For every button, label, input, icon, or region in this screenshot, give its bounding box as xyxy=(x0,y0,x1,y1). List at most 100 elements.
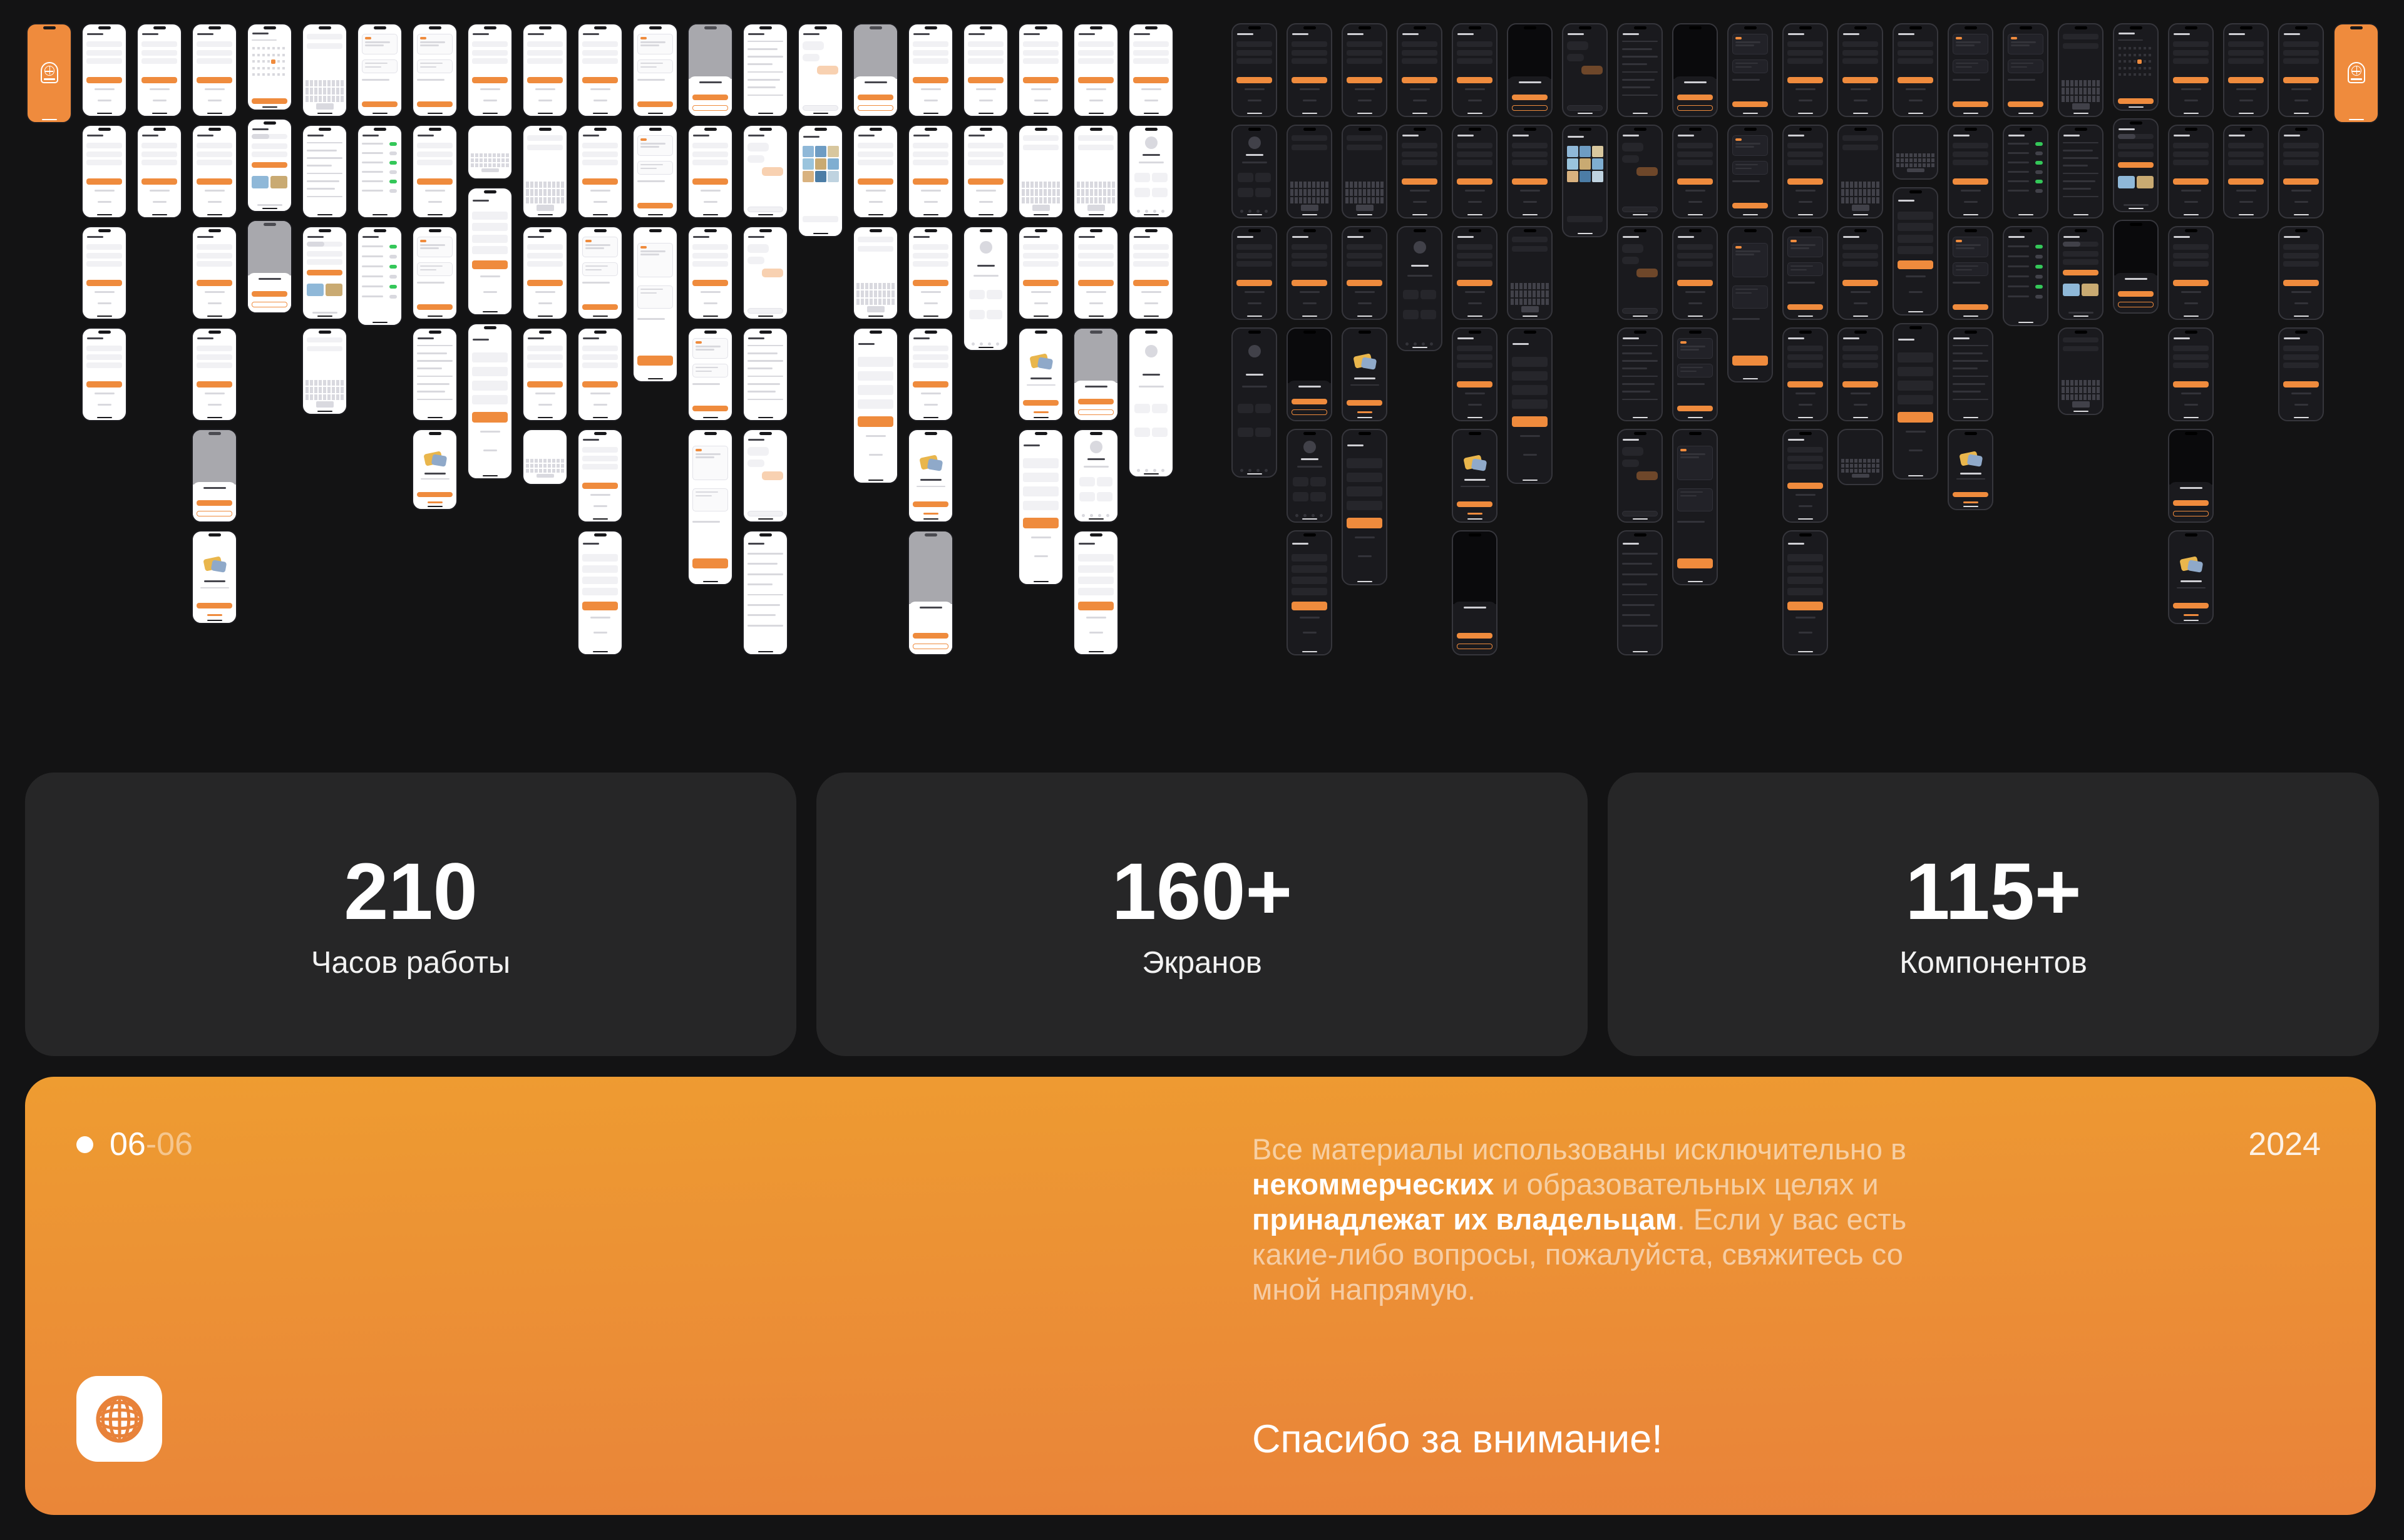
home-indicator xyxy=(1143,113,1159,114)
dynamic-island xyxy=(1909,190,1922,193)
phone-thumbnail-form xyxy=(963,23,1009,117)
phone-thumbnail-form xyxy=(1342,23,1387,117)
globe-button[interactable] xyxy=(76,1376,162,1462)
dynamic-island xyxy=(1144,331,1158,334)
phone-thumbnail-form xyxy=(81,125,127,218)
phone-thumbnail-chat xyxy=(1617,429,1663,523)
dynamic-island xyxy=(759,128,772,131)
phone-thumbnail-form xyxy=(1837,327,1883,421)
home-indicator xyxy=(1742,214,1758,215)
dynamic-island xyxy=(593,331,607,334)
dynamic-island xyxy=(869,128,882,131)
phone-thumbnail-form xyxy=(522,226,568,320)
phone-thumbnail-chat xyxy=(1617,226,1663,320)
disclaimer-segment: . Если у вас есть какие-либо вопросы, по… xyxy=(1252,1203,1907,1306)
home-indicator xyxy=(702,581,718,582)
dynamic-island xyxy=(1909,326,1922,329)
phone-thumbnail-form xyxy=(1018,429,1064,585)
dynamic-island xyxy=(1964,128,1977,131)
home-indicator xyxy=(372,214,388,215)
dynamic-island xyxy=(2184,26,2197,29)
phone-thumbnail-form xyxy=(1287,530,1332,655)
phone-thumbnail-filters xyxy=(2003,226,2048,326)
phone-thumbnail-keyboard xyxy=(1287,125,1332,218)
phone-thumbnail-form xyxy=(1452,226,1497,320)
dynamic-island xyxy=(1303,229,1316,232)
dynamic-island xyxy=(263,121,276,125)
phone-thumbnail-search xyxy=(2058,226,2104,320)
phone-thumbnail-ticket xyxy=(412,226,458,320)
home-indicator xyxy=(1908,311,1923,312)
dynamic-island xyxy=(593,533,607,536)
phone-thumbnail-chat xyxy=(1617,125,1663,218)
home-indicator xyxy=(537,316,553,317)
dynamic-island xyxy=(1468,229,1481,232)
home-indicator xyxy=(1687,316,1703,317)
dynamic-island xyxy=(1144,26,1158,29)
phone-thumbnail-list xyxy=(1617,530,1663,655)
phone-thumbnail-form xyxy=(81,23,127,117)
page-current: 06 xyxy=(110,1126,146,1163)
home-indicator xyxy=(592,651,608,652)
disclaimer-segment: Все материалы использованы исключительно… xyxy=(1252,1132,1906,1166)
home-indicator xyxy=(592,417,608,418)
dynamic-island xyxy=(43,26,56,29)
dynamic-island xyxy=(153,26,166,29)
phone-thumbnail-modal xyxy=(247,220,292,314)
dynamic-island xyxy=(98,26,111,29)
stat-card-components: 115+ Компонентов xyxy=(1608,773,2379,1056)
phone-thumbnail-profile xyxy=(963,226,1009,351)
dynamic-island xyxy=(538,128,552,131)
dynamic-island xyxy=(2350,26,2363,29)
phone-thumbnail-profile xyxy=(1397,226,1442,351)
phone-thumbnail-form xyxy=(467,323,513,480)
phone-thumbnail-modal xyxy=(2168,429,2214,523)
dynamic-island xyxy=(759,533,772,536)
phone-thumbnail-form xyxy=(2223,125,2269,218)
disclaimer-bold-segment: некоммерческих xyxy=(1252,1168,1494,1201)
page-total: -06 xyxy=(145,1126,193,1163)
home-indicator xyxy=(1963,316,1978,317)
home-indicator xyxy=(317,214,332,215)
home-indicator xyxy=(2073,316,2088,317)
home-indicator xyxy=(1467,214,1482,215)
stat-label: Компонентов xyxy=(1899,945,2087,980)
phone-thumbnail-ticket xyxy=(1948,226,1993,320)
home-indicator xyxy=(1143,214,1159,215)
phone-thumbnail-chat xyxy=(742,226,788,320)
home-indicator xyxy=(868,214,883,215)
phone-thumbnail-chat xyxy=(1562,23,1608,117)
stat-card-hours: 210 Часов работы xyxy=(25,773,796,1056)
home-indicator xyxy=(427,214,443,215)
home-indicator xyxy=(592,316,608,317)
dynamic-island xyxy=(1854,331,1867,334)
home-indicator xyxy=(427,417,443,418)
phone-thumbnail-form xyxy=(908,226,953,320)
home-indicator xyxy=(427,113,443,114)
dynamic-island xyxy=(2184,331,2197,334)
phone-thumbnail-form xyxy=(1231,226,1277,320)
phone-thumbnail-form xyxy=(577,530,623,655)
phone-thumbnail-ticket xyxy=(632,23,678,117)
home-indicator xyxy=(1522,480,1538,481)
phone-thumbnail-form xyxy=(1018,226,1064,320)
home-indicator xyxy=(813,113,828,114)
dynamic-island xyxy=(1964,331,1977,334)
phone-thumbnail-modal xyxy=(853,23,898,117)
home-indicator xyxy=(427,316,443,317)
dynamic-island xyxy=(2184,229,2197,232)
dynamic-island xyxy=(1034,229,1047,232)
home-indicator xyxy=(1632,417,1648,418)
home-indicator xyxy=(1852,214,1868,215)
home-indicator xyxy=(758,518,773,520)
dynamic-island xyxy=(318,229,331,232)
home-indicator xyxy=(923,214,938,215)
dynamic-island xyxy=(2184,533,2197,536)
dynamic-island xyxy=(1468,331,1481,334)
dynamic-island xyxy=(1358,26,1371,29)
dynamic-island xyxy=(1523,331,1536,334)
home-indicator xyxy=(1687,417,1703,418)
phone-thumbnail-form xyxy=(467,187,513,316)
phone-thumbnail-list xyxy=(1948,327,1993,421)
home-indicator xyxy=(1033,316,1049,317)
